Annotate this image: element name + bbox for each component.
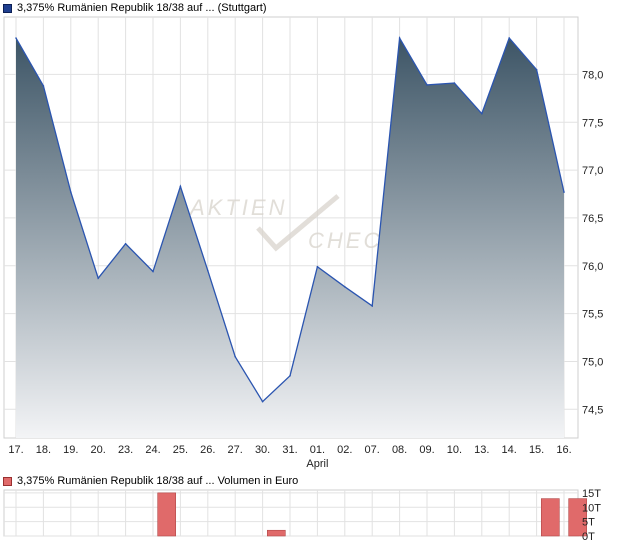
price-x-tick-label: 16.: [556, 444, 571, 456]
volume-y-tick-label: 10T: [582, 502, 601, 514]
price-y-tick-label: 77,0: [582, 165, 603, 177]
price-x-tick-label: 13.: [474, 444, 489, 456]
watermark-text-2: CHEC: [308, 228, 382, 253]
price-point: [481, 112, 483, 115]
price-x-tick-label: 09.: [419, 444, 434, 456]
price-x-tick-label: 02.: [337, 444, 352, 456]
price-point: [371, 305, 374, 307]
price-x-tick-label: 25.: [173, 444, 188, 456]
price-x-tick-label: 31.: [282, 444, 297, 456]
volume-legend: 3,375% Rumänien Republik 18/38 auf ... V…: [3, 474, 298, 488]
price-point: [398, 37, 401, 39]
price-point: [453, 82, 456, 84]
price-y-tick-label: 75,0: [582, 356, 603, 368]
watermark-check-icon: [256, 194, 340, 252]
volume-bar: [540, 498, 560, 537]
price-month-label: April: [306, 458, 328, 470]
price-area: [16, 38, 564, 439]
volume-y-tick-label: 0T: [582, 531, 595, 543]
price-x-tick-label: 27.: [228, 444, 243, 456]
price-point: [426, 84, 428, 86]
price-point: [97, 277, 99, 280]
price-x-tick-label: 19.: [63, 444, 78, 456]
price-y-tick-label: 78,0: [582, 69, 603, 81]
price-x-tick-label: 17.: [8, 444, 23, 456]
volume-legend-swatch: [3, 476, 12, 486]
price-y-tick-label: 75,5: [582, 309, 603, 321]
price-point: [15, 37, 17, 39]
price-point: [289, 375, 291, 377]
volume-bar: [266, 529, 286, 537]
price-point: [261, 400, 264, 403]
price-point: [42, 85, 45, 87]
price-x-tick-label: 15.: [529, 444, 544, 456]
volume-legend-label: 3,375% Rumänien Republik 18/38 auf ... V…: [17, 475, 299, 487]
volume-bar: [568, 498, 588, 537]
price-x-tick-label: 23.: [118, 444, 133, 456]
volume-axes: 0T 5T 10T 15T: [582, 488, 601, 543]
volume-grid: [3, 489, 579, 537]
price-x-tick-label: 07.: [365, 444, 380, 456]
price-point: [207, 269, 209, 272]
volume-bar: [157, 492, 176, 537]
price-point: [152, 270, 154, 273]
price-point: [124, 242, 127, 245]
price-point: [179, 185, 182, 188]
price-point: [508, 37, 511, 39]
price-legend-label: 3,375% Rumänien Republik 18/38 auf ... (…: [17, 2, 267, 14]
price-y-tick-label: 77,5: [582, 117, 603, 129]
price-x-tick-label: 20.: [91, 444, 106, 456]
price-y-tick-label: 76,0: [582, 261, 603, 273]
price-series: [15, 36, 565, 439]
price-x-tick-label: 01.: [310, 444, 325, 456]
price-point: [70, 191, 72, 193]
price-x-tick-label: 14.: [502, 444, 517, 456]
price-legend: 3,375% Rumänien Republik 18/38 auf ... (…: [3, 1, 266, 15]
price-x-tick-label: 10.: [447, 444, 462, 456]
volume-series: [157, 492, 588, 537]
watermark-text-1: AKTIEN: [188, 195, 287, 220]
price-legend-swatch: [3, 3, 12, 13]
price-y-tick-label: 76,5: [582, 213, 603, 225]
price-axes: 74,5 75,0 75,5 76,0 76,5 77,0 77,5 78,0 17. 18. 19…: [8, 69, 603, 470]
volume-plot-frame: [3, 489, 579, 537]
price-x-tick-label: 18.: [36, 444, 51, 456]
price-x-tick-label: 08.: [392, 444, 407, 456]
price-x-tick-label: 30.: [255, 444, 270, 456]
price-point: [316, 265, 319, 268]
price-point: [563, 191, 565, 193]
price-point: [535, 68, 538, 71]
price-point: [234, 355, 236, 358]
price-point: [344, 286, 346, 288]
watermark-logo: AKTIEN CHEC: [188, 194, 382, 253]
volume-y-tick-label: 15T: [582, 488, 601, 500]
price-y-tick-label: 74,5: [582, 404, 603, 416]
volume-y-tick-label: 5T: [582, 517, 595, 529]
price-x-tick-label: 24.: [145, 444, 160, 456]
price-x-tick-label: 26.: [200, 444, 215, 456]
